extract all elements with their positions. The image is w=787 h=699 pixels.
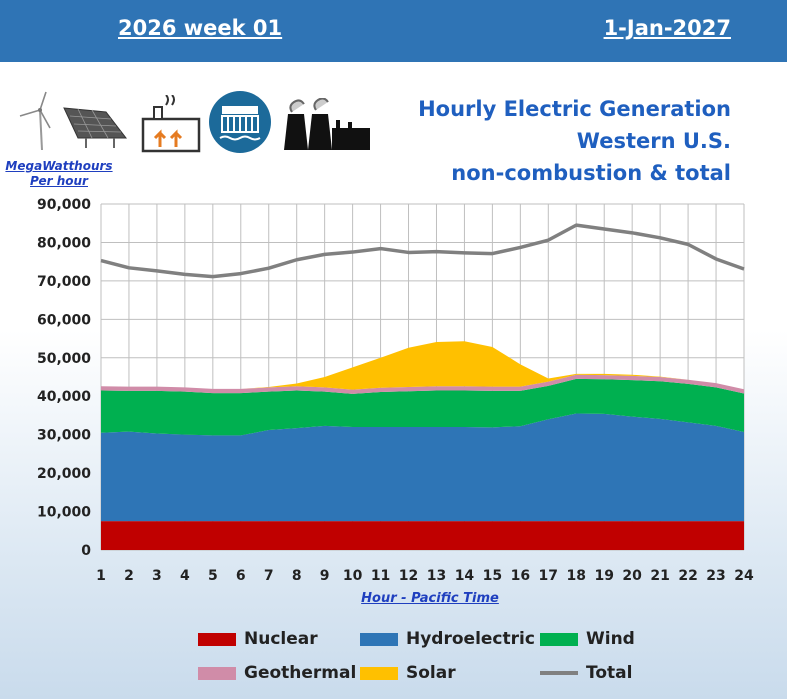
units-line1: MegaWatthours xyxy=(5,159,113,173)
week-label: 2026 week 01 xyxy=(118,16,283,40)
x-tick-label: 16 xyxy=(511,568,530,584)
chart-title-line2: Western U.S. xyxy=(576,129,731,153)
legend-item-nuclear: Nuclear xyxy=(198,629,318,649)
geothermal-plant-icon xyxy=(141,95,201,153)
hydro-dam-icon xyxy=(209,91,271,153)
power-plant-icon xyxy=(284,98,370,150)
legend-item-wind: Wind xyxy=(540,629,635,649)
x-axis-label: Hour - Pacific Time xyxy=(361,591,499,606)
legend-swatch-hydroelectric xyxy=(360,632,398,646)
y-tick-label: 30,000 xyxy=(37,428,91,444)
x-tick-label: 23 xyxy=(706,568,725,584)
x-tick-label: 22 xyxy=(678,568,697,584)
legend-label-wind: Wind xyxy=(586,629,635,649)
x-tick-label: 10 xyxy=(343,568,363,584)
y-tick-label: 40,000 xyxy=(37,389,91,405)
legend-label-hydroelectric: Hydroelectric xyxy=(406,629,535,649)
legend-swatch-solar xyxy=(360,666,398,680)
units-line2: Per hour xyxy=(30,174,88,188)
x-tick-label: 5 xyxy=(208,568,218,584)
legend-item-geothermal: Geothermal xyxy=(198,663,356,683)
wind-turbine-icon xyxy=(19,91,51,151)
y-tick-label: 80,000 xyxy=(37,235,91,251)
legend-swatch-geothermal xyxy=(198,666,236,680)
x-tick-label: 6 xyxy=(236,568,246,584)
y-tick-label: 20,000 xyxy=(37,466,91,482)
area-hydroelectric xyxy=(101,413,744,522)
line-total xyxy=(100,223,745,279)
x-tick-label: 1 xyxy=(96,568,106,584)
y-tick-label: 90,000 xyxy=(37,197,91,213)
x-tick-label: 20 xyxy=(622,568,642,584)
x-tick-label: 15 xyxy=(483,568,502,584)
area-solar xyxy=(101,341,744,390)
area-nuclear xyxy=(101,521,744,550)
legend-item-solar: Solar xyxy=(360,663,456,683)
chart-title-line3: non-combustion & total xyxy=(451,161,731,185)
solar-panel-icon xyxy=(63,107,128,148)
legend-label-total: Total xyxy=(586,663,633,683)
legend-swatch-total xyxy=(540,671,578,675)
x-tick-label: 17 xyxy=(539,568,558,584)
legend-swatch-wind xyxy=(540,632,578,646)
x-tick-label: 2 xyxy=(124,568,134,584)
legend-item-hydroelectric: Hydroelectric xyxy=(360,629,535,649)
y-tick-label: 0 xyxy=(81,543,91,559)
x-tick-label: 18 xyxy=(567,568,586,584)
x-tick-label: 12 xyxy=(399,568,418,584)
legend-label-geothermal: Geothermal xyxy=(244,663,357,683)
legend-label-nuclear: Nuclear xyxy=(244,629,318,649)
x-tick-label: 19 xyxy=(594,568,613,584)
x-tick-label: 3 xyxy=(152,568,162,584)
area-geothermal xyxy=(101,374,744,394)
y-tick-label: 50,000 xyxy=(37,351,91,367)
x-tick-label: 11 xyxy=(371,568,390,584)
legend-item-total: Total xyxy=(540,663,632,683)
x-tick-label: 4 xyxy=(180,568,190,584)
x-tick-label: 14 xyxy=(455,568,475,584)
y-tick-label: 60,000 xyxy=(37,312,91,328)
date-label: 1-Jan-2027 xyxy=(603,16,731,40)
x-tick-label: 8 xyxy=(292,568,302,584)
x-tick-label: 21 xyxy=(650,568,669,584)
x-tick-label: 13 xyxy=(427,568,446,584)
x-tick-label: 9 xyxy=(320,568,330,584)
area-wind xyxy=(101,378,744,436)
header-bar: 2026 week 01 1-Jan-2027 xyxy=(0,0,787,62)
units-label: MegaWatthours Per hour xyxy=(4,159,114,189)
x-tick-label: 24 xyxy=(734,568,754,584)
legend-label-solar: Solar xyxy=(406,663,456,683)
legend-swatch-nuclear xyxy=(198,632,236,646)
x-tick-label: 7 xyxy=(264,568,274,584)
chart-title-line1: Hourly Electric Generation xyxy=(418,97,731,121)
y-tick-label: 70,000 xyxy=(37,274,91,290)
y-tick-label: 10,000 xyxy=(37,505,91,521)
